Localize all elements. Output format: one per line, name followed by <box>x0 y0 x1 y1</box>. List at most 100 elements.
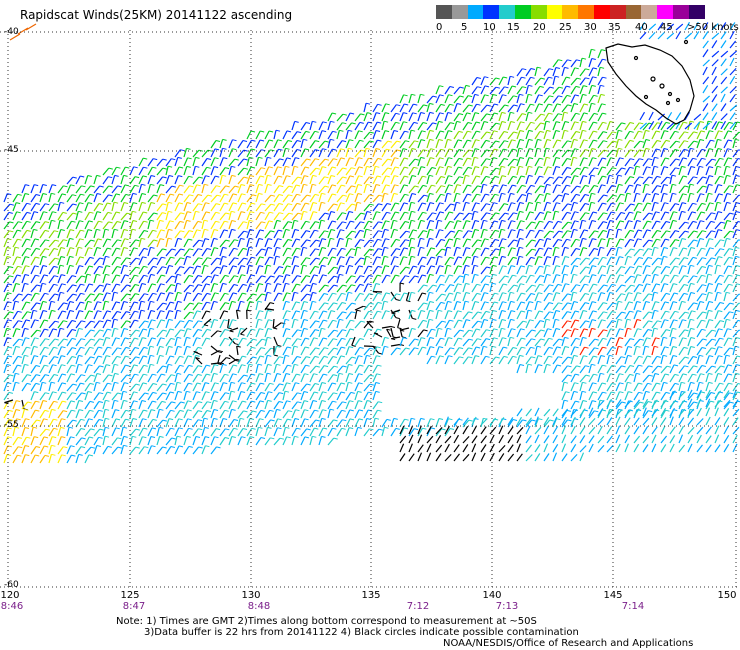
wind-barb-flag <box>276 363 281 366</box>
wind-barb-flag <box>104 300 110 303</box>
wind-barb-staff <box>138 364 145 374</box>
wind-barb-flag <box>61 373 67 376</box>
wind-barb-staff <box>237 428 244 437</box>
wind-barb-flag <box>575 400 580 403</box>
wind-barb-staff <box>264 292 268 302</box>
wind-barb-staff <box>462 130 468 140</box>
wind-barb-flag <box>423 329 428 332</box>
wind-barb-flag <box>386 211 391 214</box>
wind-barb-staff <box>390 293 397 302</box>
wind-barb-flag <box>132 192 137 195</box>
wind-barb-flag <box>665 121 671 124</box>
wind-barb-staff <box>111 437 118 446</box>
wind-barb-staff <box>39 374 46 383</box>
wind-barb-flag <box>329 408 335 411</box>
wind-barb-staff <box>561 104 569 113</box>
wind-barb-flag <box>69 301 75 303</box>
wind-barb-staff <box>552 265 557 275</box>
wind-barb-flag <box>214 247 219 250</box>
wind-barb-staff <box>336 122 343 131</box>
wind-barb-staff <box>624 248 632 257</box>
wind-barb-flag <box>314 229 319 232</box>
wind-barb-staff <box>174 266 181 275</box>
wind-barb-flag <box>312 435 317 438</box>
wind-barb-staff <box>39 283 43 293</box>
wind-barb-flag <box>629 176 635 179</box>
wind-barb-staff <box>120 328 125 338</box>
wind-barb-staff <box>561 212 568 221</box>
wind-barb-flag <box>410 246 416 249</box>
wind-barb-staff <box>120 194 127 203</box>
wind-barb-flag <box>414 158 419 161</box>
wind-barb-flag <box>638 355 643 358</box>
wind-barb-flag <box>178 166 184 169</box>
wind-barb-flag <box>456 246 461 249</box>
wind-barb-staff <box>534 94 540 104</box>
wind-barb-flag <box>312 300 317 303</box>
wind-barb-flag <box>305 202 310 205</box>
wind-barb-staff <box>12 437 19 446</box>
wind-barb-staff <box>381 325 391 329</box>
wind-barb-staff <box>462 338 470 347</box>
wind-barb-staff <box>363 302 371 311</box>
wind-barb-staff <box>300 391 305 401</box>
wind-barb-staff <box>471 166 476 176</box>
wind-barb-flag <box>312 202 318 204</box>
wind-barb-staff <box>156 319 162 329</box>
wind-barb-staff <box>345 148 349 158</box>
wind-barb-staff <box>435 337 442 347</box>
wind-barb-flag <box>232 193 238 196</box>
wind-barb-staff <box>660 247 665 257</box>
wind-barb-flag <box>332 356 338 358</box>
wind-barb-staff <box>318 284 326 293</box>
wind-barb-flag <box>99 320 104 323</box>
wind-barb-staff <box>120 238 126 248</box>
wind-barb-staff <box>489 103 495 113</box>
wind-barb-flag <box>503 346 508 349</box>
wind-barb-staff <box>291 392 298 401</box>
wind-barb-staff <box>300 284 308 293</box>
wind-barb-flag <box>404 193 409 196</box>
wind-barb-flag <box>431 167 437 169</box>
wind-barb-flag <box>365 255 371 258</box>
wind-barb-staff <box>102 319 108 329</box>
wind-barb-staff <box>651 346 655 356</box>
wind-barb-flag <box>273 354 279 357</box>
wind-barb-staff <box>201 436 206 446</box>
wind-barb-staff <box>561 221 569 230</box>
wind-barb-staff <box>48 454 52 464</box>
wind-barb-staff <box>624 275 632 284</box>
wind-barb-staff <box>93 419 100 428</box>
wind-barb-flag <box>619 274 624 277</box>
wind-barb-flag <box>527 309 533 312</box>
wind-barb-staff <box>426 310 431 320</box>
wind-barb-staff <box>201 445 206 455</box>
wind-barb-flag <box>160 319 166 322</box>
wind-barb-staff <box>203 318 212 326</box>
wind-barb-flag <box>468 311 473 314</box>
wind-barb-staff <box>201 149 209 158</box>
wind-barb-flag <box>558 338 563 341</box>
wind-barb-staff <box>552 256 556 266</box>
wind-barb-staff <box>633 140 641 149</box>
wind-barb-flag <box>369 320 374 323</box>
wind-barb-staff <box>12 221 19 230</box>
wind-barb-flag <box>61 382 67 385</box>
wind-barb-flag <box>303 309 308 312</box>
wind-barb-staff <box>624 140 631 149</box>
wind-barb-flag <box>621 122 626 125</box>
wind-barb-staff <box>507 265 512 275</box>
wind-barb-staff <box>381 247 385 257</box>
wind-barb-staff <box>129 319 135 329</box>
wind-barb-flag <box>548 103 553 106</box>
wind-barb-flag <box>351 122 356 125</box>
wind-barb-staff <box>489 220 495 230</box>
wind-barb-flag <box>105 399 110 402</box>
wind-barb-staff <box>435 121 440 131</box>
wind-barb-staff <box>444 139 449 149</box>
wind-barb-flag <box>386 148 391 151</box>
wind-barb-flag <box>448 148 454 151</box>
wind-barb-flag <box>666 176 672 179</box>
wind-barb-staff <box>597 157 603 167</box>
wind-barb-staff <box>48 310 53 320</box>
